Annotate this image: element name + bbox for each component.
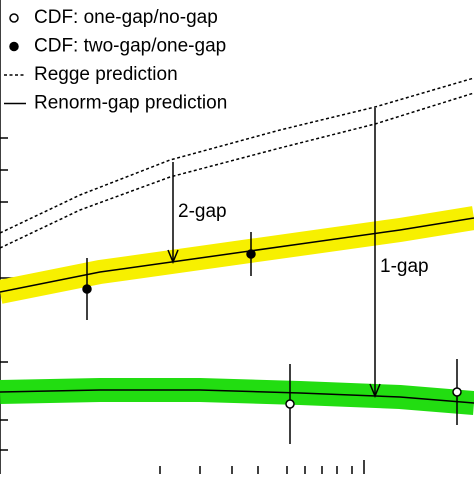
data-point xyxy=(246,249,256,259)
axis-ticks xyxy=(0,0,365,474)
data-point xyxy=(452,387,462,397)
arrow-head xyxy=(167,249,179,264)
annotation-label: 2-gap xyxy=(178,201,227,222)
legend-label: CDF: two-gap/one-gap xyxy=(34,36,226,57)
legend: CDF: one-gap/no-gap CDF: two-gap/one-gap R… xyxy=(4,7,227,114)
data-point xyxy=(285,399,295,409)
curve-line xyxy=(0,92,474,249)
arrow-head xyxy=(369,383,381,398)
legend-label: Renorm-gap prediction xyxy=(34,93,227,114)
legend-marker xyxy=(9,13,19,23)
curves xyxy=(0,77,474,415)
legend-label: Regge prediction xyxy=(34,64,178,85)
legend-label: CDF: one-gap/no-gap xyxy=(34,7,218,28)
legend-marker xyxy=(9,41,19,52)
curve-line xyxy=(0,389,474,404)
annotation-label: 1-gap xyxy=(380,256,429,277)
data-point xyxy=(82,284,92,294)
curve-line xyxy=(0,77,474,234)
